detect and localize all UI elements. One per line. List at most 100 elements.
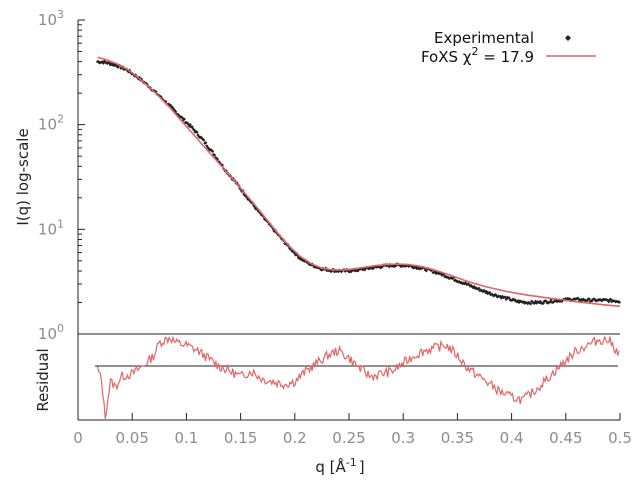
experimental-point — [293, 253, 298, 257]
experimental-point — [349, 269, 353, 274]
experimental-point — [164, 99, 168, 104]
experimental-point — [424, 269, 428, 273]
experimental-point — [188, 123, 192, 127]
experimental-point — [472, 285, 476, 289]
y-tick-base: 10 — [38, 220, 57, 238]
y-axis-label-bottom: Residual — [34, 348, 52, 411]
experimental-point — [588, 299, 592, 304]
y-axis-label-top: I(q) log-scale — [14, 128, 32, 225]
experimental-point — [463, 281, 467, 285]
experimental-point — [527, 300, 531, 305]
y-tick-exp: 3 — [57, 8, 64, 21]
experimental-point — [363, 268, 367, 272]
residual-series-line — [96, 335, 620, 419]
x-tick-label: 0.4 — [500, 429, 524, 447]
experimental-point — [392, 264, 396, 269]
x-tick-label: 0.3 — [391, 429, 415, 447]
experimental-point — [521, 300, 525, 305]
experimental-point — [490, 292, 494, 296]
legend-fit-prefix: FoXS χ — [421, 48, 472, 66]
x-axis-ticks: 0 0.05 0.1 0.15 0.2 0.25 0.3 0.35 0.4 0.45 0.5 — [73, 413, 632, 447]
x-tick-label: 0.2 — [283, 429, 307, 447]
experimental-point — [556, 299, 560, 303]
experimental-point — [428, 268, 432, 272]
experimental-point — [485, 290, 489, 294]
y-tick-exp: 0 — [57, 322, 64, 335]
experimental-point — [211, 149, 215, 154]
experimental-point — [255, 208, 260, 212]
experimental-point — [377, 265, 382, 269]
x-axis-label-end: ] — [359, 458, 365, 476]
y-tick-label: 103 — [38, 8, 64, 29]
experimental-point — [320, 268, 324, 272]
experimental-point — [346, 269, 350, 273]
experimental-point — [523, 301, 527, 305]
experimental-point — [498, 294, 503, 299]
experimental-point — [572, 297, 576, 301]
experimental-point — [434, 271, 438, 276]
x-tick-label: 0.35 — [441, 429, 474, 447]
experimental-point — [302, 259, 306, 263]
experimental-point — [362, 267, 366, 271]
experimental-point — [401, 264, 405, 268]
experimental-point — [538, 299, 543, 303]
experimental-point — [554, 298, 558, 303]
experimental-point — [462, 282, 466, 286]
experimental-point — [593, 297, 597, 302]
experimental-point — [488, 290, 492, 295]
y-tick-base: 10 — [38, 325, 57, 343]
experimental-point — [328, 268, 332, 272]
y-tick-exp: 2 — [57, 113, 64, 126]
experimental-point — [520, 300, 524, 304]
experimental-point — [195, 130, 199, 134]
x-tick-label: 0 — [73, 429, 83, 447]
experimental-point — [534, 301, 539, 305]
experimental-point — [297, 256, 302, 260]
experimental-point — [576, 296, 581, 301]
experimental-point — [609, 297, 613, 301]
experimental-point — [115, 64, 119, 69]
x-tick-label: 0.25 — [332, 429, 365, 447]
experimental-point — [439, 271, 443, 276]
experimental-point — [581, 297, 585, 301]
legend-fit-label: FoXS χ2 = 17.9 — [421, 45, 534, 66]
experimental-point — [410, 264, 414, 268]
experimental-point — [387, 265, 391, 269]
experimental-point — [533, 299, 538, 303]
experimental-point — [597, 298, 601, 302]
experimental-point — [370, 266, 374, 270]
experimental-point — [486, 292, 490, 296]
experimental-point — [399, 264, 403, 269]
experimental-point — [204, 141, 208, 145]
experimental-point — [453, 278, 458, 282]
experimental-point — [528, 301, 532, 305]
experimental-point — [415, 265, 420, 269]
x-tick-label: 0.05 — [115, 429, 148, 447]
x-axis-label: q [Å-1] — [315, 456, 364, 476]
legend-fit-suffix: = 17.9 — [478, 48, 534, 66]
experimental-point — [599, 298, 603, 302]
experimental-point — [598, 297, 602, 302]
experimental-point — [551, 300, 555, 304]
experimental-point — [522, 300, 526, 304]
experimental-point — [451, 276, 455, 281]
experimental-point — [606, 298, 610, 302]
legend-fit-sup: 2 — [471, 45, 478, 58]
x-tick-label: 0.15 — [224, 429, 257, 447]
x-axis-label-sup: -1 — [346, 456, 357, 469]
experimental-point — [517, 300, 521, 305]
experimental-point — [264, 218, 268, 222]
experimental-point — [202, 138, 206, 142]
experimental-point — [290, 249, 294, 253]
experimental-point — [607, 300, 611, 304]
experimental-point — [100, 60, 104, 64]
y-tick-label: 100 — [38, 322, 64, 343]
experimental-point — [568, 297, 572, 301]
experimental-point — [339, 270, 344, 274]
experimental-point — [182, 117, 186, 121]
experimental-point — [437, 272, 441, 276]
legend-experimental-marker — [565, 35, 571, 41]
experimental-point — [500, 294, 504, 298]
